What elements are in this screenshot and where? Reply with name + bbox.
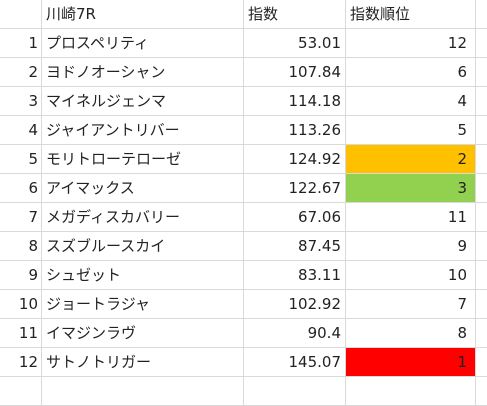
rank-cell[interactable]: 5	[346, 116, 476, 145]
index-cell[interactable]: 102.92	[244, 290, 346, 319]
header-rank-cell[interactable]: 指数順位	[346, 0, 476, 29]
rank-cell[interactable]: 10	[346, 261, 476, 290]
row-number-cell[interactable]: 6	[0, 174, 42, 203]
index-cell[interactable]: 67.06	[244, 203, 346, 232]
blank-cell[interactable]	[476, 261, 487, 290]
name-cell[interactable]: シュゼット	[42, 261, 244, 290]
name-cell[interactable]: ジャイアントリバー	[42, 116, 244, 145]
index-cell[interactable]: 107.84	[244, 58, 346, 87]
table-row: 10 ジョートラジャ 102.92 7	[0, 290, 487, 319]
table-row: 9 シュゼット 83.11 10	[0, 261, 487, 290]
rank-cell[interactable]: 7	[346, 290, 476, 319]
index-cell[interactable]: 124.92	[244, 145, 346, 174]
blank-cell[interactable]	[476, 116, 487, 145]
blank-cell[interactable]	[244, 377, 346, 406]
blank-cell[interactable]	[476, 0, 487, 29]
row-number-cell[interactable]: 5	[0, 145, 42, 174]
rank-cell[interactable]: 8	[346, 319, 476, 348]
blank-cell[interactable]	[42, 377, 244, 406]
header-row-number-cell[interactable]	[0, 0, 42, 29]
index-cell[interactable]: 83.11	[244, 261, 346, 290]
blank-cell[interactable]	[476, 87, 487, 116]
rank-cell[interactable]: 2	[346, 145, 476, 174]
blank-cell[interactable]	[476, 290, 487, 319]
index-cell[interactable]: 87.45	[244, 232, 346, 261]
rank-cell[interactable]: 4	[346, 87, 476, 116]
rank-cell[interactable]: 1	[346, 348, 476, 377]
row-number-cell[interactable]: 3	[0, 87, 42, 116]
name-cell[interactable]: ヨドノオーシャン	[42, 58, 244, 87]
name-cell[interactable]: プロスペリティ	[42, 29, 244, 58]
row-number-cell[interactable]: 7	[0, 203, 42, 232]
blank-cell[interactable]	[476, 58, 487, 87]
blank-cell[interactable]	[476, 174, 487, 203]
table-row	[0, 377, 487, 406]
rank-cell[interactable]: 12	[346, 29, 476, 58]
table-row: 8 スズブルースカイ 87.45 9	[0, 232, 487, 261]
row-number-cell[interactable]: 4	[0, 116, 42, 145]
table-row: 11 イマジンラヴ 90.4 8	[0, 319, 487, 348]
blank-cell[interactable]	[476, 319, 487, 348]
header-name-cell[interactable]: 川崎7R	[42, 0, 244, 29]
blank-cell[interactable]	[476, 145, 487, 174]
index-cell[interactable]: 114.18	[244, 87, 346, 116]
index-cell[interactable]: 113.26	[244, 116, 346, 145]
table-row: 5 モリトローテローゼ 124.92 2	[0, 145, 487, 174]
name-cell[interactable]: メガディスカバリー	[42, 203, 244, 232]
name-cell[interactable]: アイマックス	[42, 174, 244, 203]
blank-cell[interactable]	[346, 377, 476, 406]
index-cell[interactable]: 53.01	[244, 29, 346, 58]
row-number-cell[interactable]: 11	[0, 319, 42, 348]
row-number-cell[interactable]: 12	[0, 348, 42, 377]
row-number-cell[interactable]	[0, 377, 42, 406]
blank-cell[interactable]	[476, 203, 487, 232]
row-number-cell[interactable]: 8	[0, 232, 42, 261]
table-row: 4 ジャイアントリバー 113.26 5	[0, 116, 487, 145]
table-row: 3 マイネルジェンマ 114.18 4	[0, 87, 487, 116]
blank-cell[interactable]	[476, 232, 487, 261]
name-cell[interactable]: ジョートラジャ	[42, 290, 244, 319]
blank-cell[interactable]	[476, 348, 487, 377]
row-number-cell[interactable]: 10	[0, 290, 42, 319]
rank-cell[interactable]: 9	[346, 232, 476, 261]
table-row: 2 ヨドノオーシャン 107.84 6	[0, 58, 487, 87]
blank-cell[interactable]	[476, 377, 487, 406]
name-cell[interactable]: スズブルースカイ	[42, 232, 244, 261]
index-cell[interactable]: 90.4	[244, 319, 346, 348]
header-row: 川崎7R 指数 指数順位	[0, 0, 487, 29]
table-row: 1 プロスペリティ 53.01 12	[0, 29, 487, 58]
row-number-cell[interactable]: 9	[0, 261, 42, 290]
header-index-cell[interactable]: 指数	[244, 0, 346, 29]
index-cell[interactable]: 122.67	[244, 174, 346, 203]
name-cell[interactable]: マイネルジェンマ	[42, 87, 244, 116]
table-row: 6 アイマックス 122.67 3	[0, 174, 487, 203]
rank-cell[interactable]: 11	[346, 203, 476, 232]
blank-cell[interactable]	[476, 29, 487, 58]
index-cell[interactable]: 145.07	[244, 348, 346, 377]
table-row: 7 メガディスカバリー 67.06 11	[0, 203, 487, 232]
rank-cell[interactable]: 6	[346, 58, 476, 87]
name-cell[interactable]: イマジンラヴ	[42, 319, 244, 348]
table-row: 12 サトノトリガー 145.07 1	[0, 348, 487, 377]
name-cell[interactable]: サトノトリガー	[42, 348, 244, 377]
row-number-cell[interactable]: 1	[0, 29, 42, 58]
name-cell[interactable]: モリトローテローゼ	[42, 145, 244, 174]
row-number-cell[interactable]: 2	[0, 58, 42, 87]
rank-cell[interactable]: 3	[346, 174, 476, 203]
